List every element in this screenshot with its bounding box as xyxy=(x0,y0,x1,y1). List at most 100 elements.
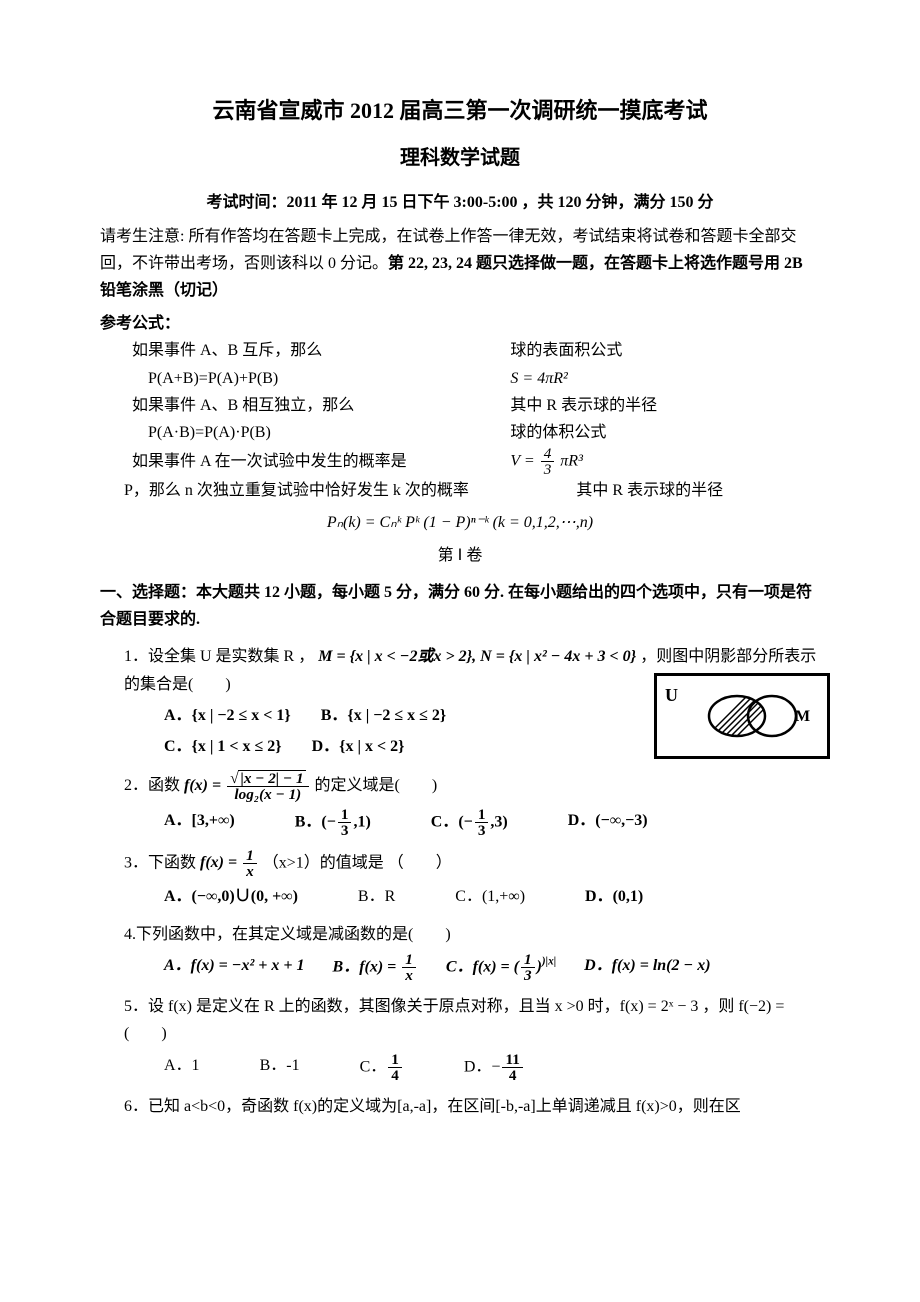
opt-b-suffix: ,1) xyxy=(353,813,370,830)
formula-row: P，那么 n 次独立重复试验中恰好发生 k 次的概率 其中 R 表示球的半径 xyxy=(100,477,820,504)
frac-num: 11 xyxy=(502,1052,522,1068)
reference-formulas-title: 参考公式： xyxy=(100,310,820,337)
q4-stem: 4.下列函数中，在其定义域是减函数的是( ) xyxy=(100,921,820,948)
frac-num: 1 xyxy=(243,848,257,864)
q3-fx: f(x) = xyxy=(200,854,241,871)
q6-stem: 6．已知 a<b<0，奇函数 f(x)的定义域为[a,-a]，在区间[-b,-a… xyxy=(100,1093,820,1120)
frac-den: 3 xyxy=(338,823,352,838)
option-b: B．f(x) = 1x xyxy=(333,952,418,983)
formula-right: 球的体积公式 xyxy=(510,419,820,446)
option-b: B．R xyxy=(358,883,395,910)
venn-svg: M xyxy=(697,686,817,746)
formula-row: 如果事件 A 在一次试验中发生的概率是 V = 43 πR³ xyxy=(100,446,820,477)
question-1: 1．设全集 U 是实数集 R ， M = {x | x < −2或x > 2},… xyxy=(100,643,820,760)
exam-time: 考试时间：2011 年 12 月 15 日下午 3:00-5:00 ，共 120… xyxy=(100,189,820,216)
formula-right: V = 43 πR³ xyxy=(510,446,820,477)
venn-u-label: U xyxy=(665,680,678,711)
notice-block: 请考生注意: 所有作答均在答题卡上完成，在试卷上作答一律无效，考试结束将试卷和答… xyxy=(100,223,820,305)
q3-prefix: 3．下函数 xyxy=(124,854,200,871)
frac-den: x xyxy=(243,864,257,879)
option-c: C．14 xyxy=(360,1052,404,1083)
frac-num: 4 xyxy=(541,446,555,462)
frac-num: 1 xyxy=(388,1052,402,1068)
q2-suffix: 的定义域是( ) xyxy=(311,777,438,794)
option-c: C．(1,+∞) xyxy=(455,883,525,910)
formula-row: P(A+B)=P(A)+P(B) S = 4πR² xyxy=(100,365,820,392)
venn-m-label: M xyxy=(795,708,810,725)
option-b: B．{x | −2 ≤ x ≤ 2} xyxy=(321,702,447,729)
question-3: 3．下函数 f(x) = 1x （x>1）的值域是 （ ） A．(−∞,0)∪(… xyxy=(100,848,820,911)
option-c: C．f(x) = (13))|x| xyxy=(446,952,556,983)
option-c: C．{x | 1 < x ≤ 2} xyxy=(164,733,282,760)
q2-prefix: 2．函数 xyxy=(124,777,184,794)
option-d: D．f(x) = ln(2 − x) xyxy=(584,952,710,983)
frac-num: √|x − 2| − 1 xyxy=(227,770,308,787)
option-a: A．1 xyxy=(164,1052,200,1083)
q2-stem: 2．函数 f(x) = √|x − 2| − 1log₂(x − 1) 的定义域… xyxy=(100,770,820,802)
question-5: 5．设 f(x) 是定义在 R 上的函数，其图像关于原点对称，且当 x >0 时… xyxy=(100,993,820,1083)
option-d: D．(−∞,−3) xyxy=(568,807,648,838)
opt-c-prefix: C．f(x) = ( xyxy=(446,958,519,975)
opt-c-prefix: C．(− xyxy=(431,813,473,830)
opt-c-suffix: ))|x| xyxy=(537,958,557,975)
frac-num: 1 xyxy=(402,952,416,968)
binomial-formula: Pₙ(k) = Cₙᵏ Pᵏ (1 − P)ⁿ⁻ᵏ (k = 0,1,2,⋯,n… xyxy=(100,509,820,536)
exam-title: 云南省宣威市 2012 届高三第一次调研统一摸底考试 xyxy=(100,92,820,129)
section-1-heading: 一、选择题：本大题共 12 小题，每小题 5 分，满分 60 分. 在每小题给出… xyxy=(100,579,820,633)
option-d: D．−114 xyxy=(464,1052,525,1083)
formula-row: P(A·B)=P(A)·P(B) 球的体积公式 xyxy=(100,419,820,446)
q5-options: A．1 B．-1 C．14 D．−114 xyxy=(100,1052,820,1083)
opt-d-prefix: D．− xyxy=(464,1058,501,1075)
q5-stem: 5．设 f(x) 是定义在 R 上的函数，其图像关于原点对称，且当 x >0 时… xyxy=(100,993,820,1047)
opt-c-exp: )|x| xyxy=(542,956,556,968)
frac-den: 3 xyxy=(541,462,555,477)
option-c: C．(−13,3) xyxy=(431,807,508,838)
question-6: 6．已知 a<b<0，奇函数 f(x)的定义域为[a,-a]，在区间[-b,-a… xyxy=(100,1093,820,1120)
option-a: A．(−∞,0)∪(0, +∞) xyxy=(164,883,298,910)
opt-b-prefix: B．(− xyxy=(295,813,336,830)
formula-right: 其中 R 表示球的半径 xyxy=(510,392,820,419)
option-a: A．f(x) = −x² + x + 1 xyxy=(164,952,305,983)
q1-stem-b: M = {x | x < −2或x > 2}, N = {x | x² − 4x… xyxy=(314,648,636,665)
q3-options: A．(−∞,0)∪(0, +∞) B．R C．(1,+∞) D．(0,1) xyxy=(100,883,820,910)
q4-options: A．f(x) = −x² + x + 1 B．f(x) = 1x C．f(x) … xyxy=(100,952,820,983)
frac-num: 1 xyxy=(521,952,535,968)
venn-diagram: U M xyxy=(654,673,830,759)
opt-c-suffix: ,3) xyxy=(490,813,507,830)
formula-right: S = 4πR² xyxy=(510,365,820,392)
option-a: A．{x | −2 ≤ x < 1} xyxy=(164,702,291,729)
formula-left: P(A·B)=P(A)·P(B) xyxy=(132,419,510,446)
frac-den: 4 xyxy=(506,1068,520,1083)
option-b: B．-1 xyxy=(260,1052,300,1083)
q1-stem-a: 1．设全集 U 是实数集 R ， xyxy=(124,648,314,665)
formula-left: 如果事件 A、B 互斥，那么 xyxy=(132,337,510,364)
formula-right: 球的表面积公式 xyxy=(510,337,820,364)
q3-stem: 3．下函数 f(x) = 1x （x>1）的值域是 （ ） xyxy=(100,848,820,879)
sqrt-inner: |x − 2| − 1 xyxy=(238,770,305,786)
option-d: D．{x | x < 2} xyxy=(312,733,405,760)
formula-row: 如果事件 A、B 相互独立，那么 其中 R 表示球的半径 xyxy=(100,392,820,419)
frac-den: 4 xyxy=(388,1068,402,1083)
option-a: A．[3,+∞) xyxy=(164,807,235,838)
vol-suffix: πR³ xyxy=(556,452,583,469)
formula-left: P，那么 n 次独立重复试验中恰好发生 k 次的概率 xyxy=(124,477,576,504)
frac-num: 1 xyxy=(475,807,489,823)
formula-row: 如果事件 A、B 互斥，那么 球的表面积公式 xyxy=(100,337,820,364)
formula-left: 如果事件 A 在一次试验中发生的概率是 xyxy=(132,448,510,475)
opt-c-prefix: C． xyxy=(360,1058,387,1075)
option-d: D．(0,1) xyxy=(585,883,643,910)
option-b: B．(−13,1) xyxy=(295,807,371,838)
frac-num: 1 xyxy=(338,807,352,823)
vol-prefix: V = xyxy=(510,452,538,469)
frac-den: 3 xyxy=(475,823,489,838)
frac-den: log₂(x − 1) xyxy=(231,787,304,802)
q2-fx: f(x) = xyxy=(184,777,225,794)
question-2: 2．函数 f(x) = √|x − 2| − 1log₂(x − 1) 的定义域… xyxy=(100,770,820,838)
formula-left: 如果事件 A、B 相互独立，那么 xyxy=(132,392,510,419)
q3-suffix: （x>1）的值域是 （ ） xyxy=(259,854,452,871)
frac-den: 3 xyxy=(521,968,535,983)
part-label: 第 Ⅰ 卷 xyxy=(100,542,820,569)
formula-right: 其中 R 表示球的半径 xyxy=(576,477,820,504)
q2-options: A．[3,+∞) B．(−13,1) C．(−13,3) D．(−∞,−3) xyxy=(100,807,820,838)
formula-left: P(A+B)=P(A)+P(B) xyxy=(132,365,510,392)
